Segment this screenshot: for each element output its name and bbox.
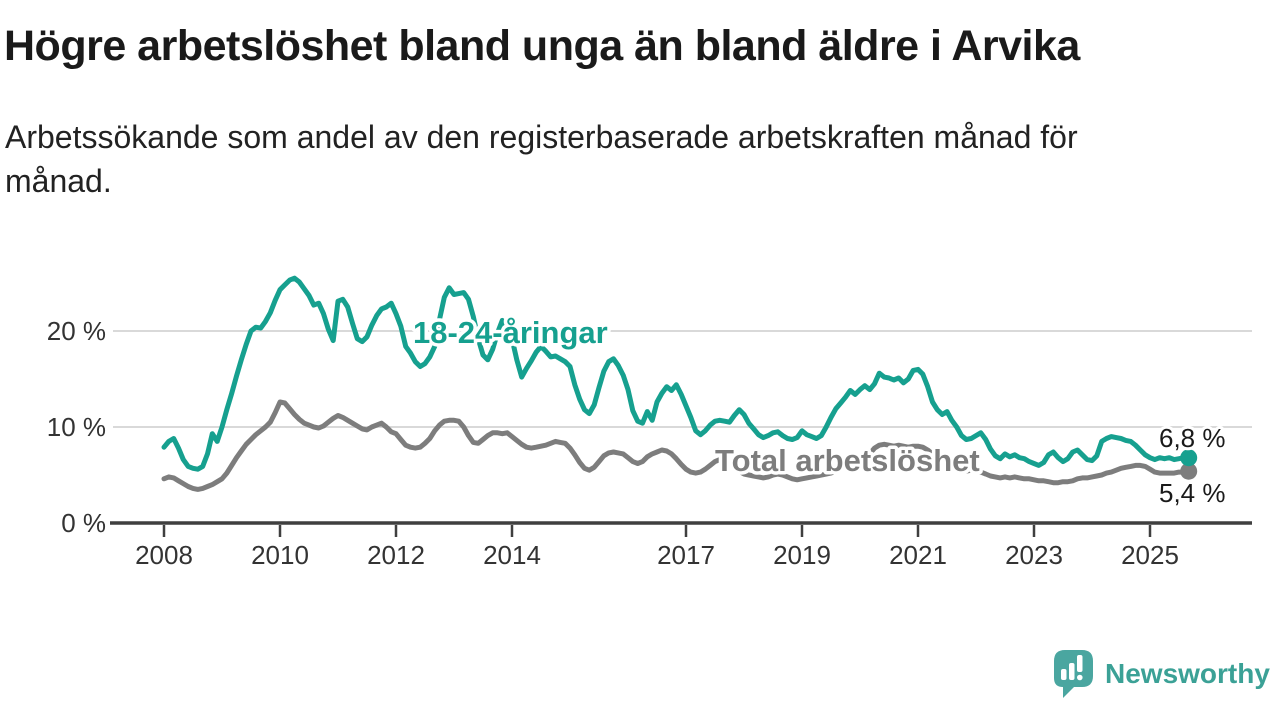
18-24-aringar-end-dot	[1180, 449, 1198, 467]
bar-medium	[1069, 663, 1075, 680]
18-24-aringar-line	[161, 275, 1192, 472]
total-arbetsloshet-end-dot	[1180, 462, 1198, 480]
axis-group: 0 % 10 % 20 % 2008 2010 2012 2014 2017 2019 2021 2…	[47, 316, 1252, 570]
x-axis-label-2012: 2012	[367, 540, 425, 570]
x-axis-label-2023: 2023	[1005, 540, 1063, 570]
x-axis-label-2017: 2017	[657, 540, 715, 570]
x-axis-label-2021: 2021	[889, 540, 947, 570]
x-axis-label-2014: 2014	[483, 540, 541, 570]
total-series-label: Total arbetslöshet	[715, 443, 980, 478]
exclamation-dot	[1077, 674, 1083, 681]
chart-subtitle: Arbetssökande som andel av den registerb…	[5, 119, 1078, 199]
logo-wordmark: Newsworthy	[1105, 658, 1270, 689]
total-end-value-label: 5,4 %	[1159, 478, 1226, 508]
series-group	[161, 275, 1198, 492]
labels-group: 18-24-åringar Total arbetslöshet 6,8 % 5…	[410, 312, 1229, 512]
young-end-value-label: 6,8 %	[1159, 423, 1226, 453]
page-title: Högre arbetslöshet bland unga än bland ä…	[4, 22, 1080, 70]
x-axis-label-2019: 2019	[773, 540, 831, 570]
gridlines-group	[113, 330, 1252, 428]
newsworthy-logo: Newsworthy	[1053, 650, 1270, 698]
newsworthy-bubble-barchart-icon	[1054, 650, 1093, 698]
x-axis-label-2025: 2025	[1121, 540, 1179, 570]
bar-small	[1061, 669, 1067, 680]
exclamation-bar	[1077, 655, 1083, 672]
x-axis-label-2008: 2008	[135, 540, 193, 570]
total-arbetsloshet-line	[161, 399, 1192, 492]
y-axis-label-0: 0 %	[61, 508, 106, 538]
young-series-label: 18-24-åringar	[413, 315, 608, 350]
x-axis-label-2010: 2010	[251, 540, 309, 570]
y-axis-label-20: 20 %	[47, 316, 106, 346]
y-axis-label-10: 10 %	[47, 412, 106, 442]
